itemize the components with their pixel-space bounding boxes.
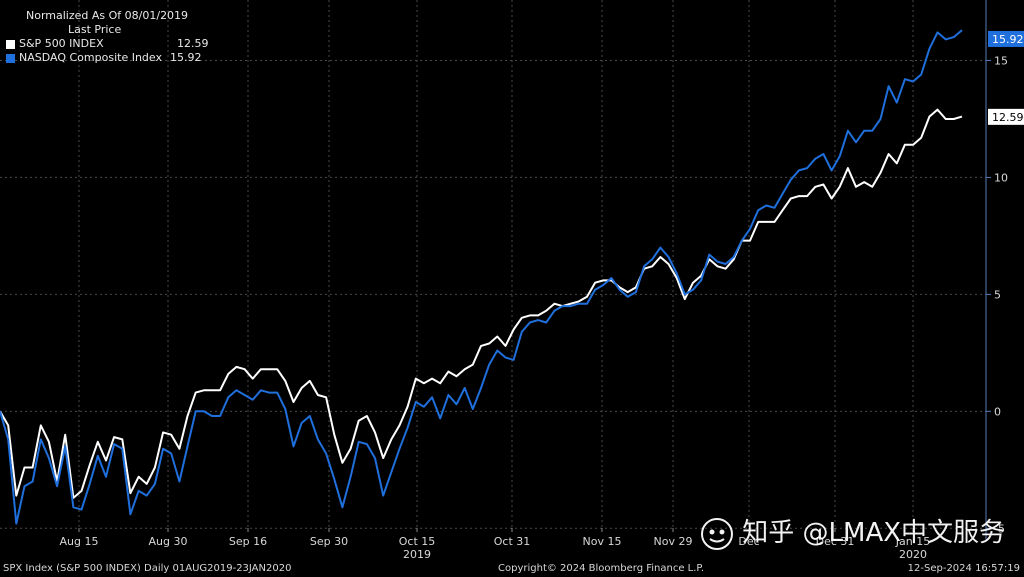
series-line-spx xyxy=(0,108,963,499)
last-value-label-spx: 12.59 xyxy=(992,111,1024,124)
last-value-box-spx xyxy=(988,108,1024,125)
legend-name-nasdaq: NASDAQ Composite Index xyxy=(19,51,162,64)
x-tick-label: Oct 15 xyxy=(399,535,436,548)
grid xyxy=(0,0,986,529)
legend-value-nasdaq: 15.92 xyxy=(169,51,202,64)
legend-item-nasdaq: NASDAQ Composite Index 15.92 xyxy=(6,51,209,65)
zhihu-logo-icon xyxy=(701,517,733,550)
last-value-box-nasdaq xyxy=(988,30,1024,47)
y-axis: -5 0 5 10 15 xyxy=(986,54,1008,535)
footer-left: SPX Index (S&P 500 INDEX) Daily 01AUG201… xyxy=(3,563,292,574)
legend: Normalized As Of 08/01/2019 Last Price S… xyxy=(6,9,209,65)
watermark: 知乎 @LMAX中文服务 xyxy=(700,512,1005,551)
legend-item-spx: S&P 500 INDEX 12.59 xyxy=(6,37,209,51)
x-tick-label: Sep 16 xyxy=(229,535,267,548)
footer-timestamp: 12-Sep-2024 16:57:19 xyxy=(907,563,1020,574)
y-tick-label: -5 xyxy=(994,522,1005,535)
x-tick-label: Dec xyxy=(738,535,759,548)
x-year-label: 2020 xyxy=(899,548,927,561)
x-tick-label: Nov 29 xyxy=(654,535,693,548)
x-tick-label: Dec 31 xyxy=(816,535,855,548)
watermark-text: 知乎 @LMAX中文服务 xyxy=(742,518,1006,548)
legend-swatch-nasdaq xyxy=(6,53,15,63)
series-group xyxy=(0,29,963,525)
x-tick-label: Nov 15 xyxy=(583,535,622,548)
series-line-nasdaq xyxy=(0,29,963,525)
footer: SPX Index (S&P 500 INDEX) Daily 01AUG201… xyxy=(0,563,1024,577)
x-tick-label: Oct 31 xyxy=(494,535,531,548)
x-axis: Aug 15 Aug 30 Sep 16 Sep 30 Oct 15 Oct 31 Nov … xyxy=(60,528,930,561)
y-tick-label: 15 xyxy=(994,54,1008,67)
x-year-label: 2019 xyxy=(403,548,431,561)
y-tick-label: 0 xyxy=(994,405,1001,418)
x-tick-label: Jan 15 xyxy=(895,535,930,548)
x-tick-label: Sep 30 xyxy=(310,535,348,548)
legend-name-spx: S&P 500 INDEX xyxy=(19,37,104,50)
last-value-label-nasdaq: 15.92 xyxy=(992,33,1024,46)
x-tick-label: Aug 15 xyxy=(60,535,99,548)
last-value-labels: 12.59 15.92 xyxy=(988,30,1024,125)
x-tick-label: Aug 30 xyxy=(149,535,188,548)
legend-header-last-price: Last Price xyxy=(68,23,122,36)
legend-swatch-spx xyxy=(6,39,15,49)
legend-header-normalized: Normalized As Of 08/01/2019 xyxy=(26,9,189,22)
legend-value-spx: 12.59 xyxy=(177,37,209,50)
y-tick-label: 10 xyxy=(994,171,1008,184)
footer-copyright: Copyright© 2024 Bloomberg Finance L.P. xyxy=(498,563,705,574)
y-tick-label: 5 xyxy=(994,288,1001,301)
